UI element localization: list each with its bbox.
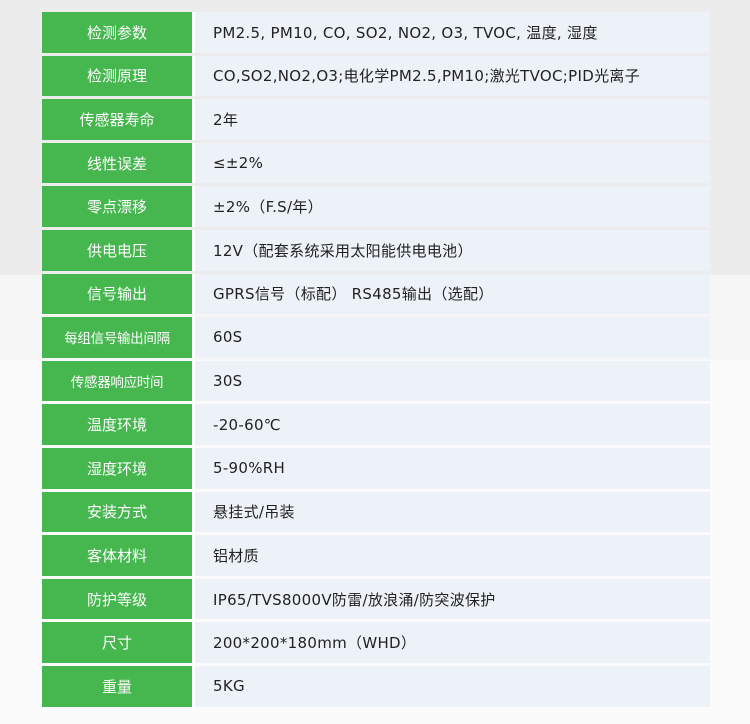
spec-row: 客体材料 铝材质 xyxy=(42,535,710,576)
spec-row: 防护等级 IP65/TVS8000V防雷/放浪涌/防突波保护 xyxy=(42,578,710,620)
spec-value: IP65/TVS8000V防雷/放浪涌/防突波保护 xyxy=(195,578,710,620)
spec-label: 检测原理 xyxy=(42,55,195,97)
spec-value: ≤±2% xyxy=(195,142,710,184)
spec-value: 铝材质 xyxy=(195,535,710,576)
spec-row: 供电电压 12V（配套系统采用太阳能供电电池） xyxy=(42,229,710,271)
spec-value: ±2%（F.S/年） xyxy=(195,186,710,227)
spec-label: 信号输出 xyxy=(42,273,195,315)
spec-value: 5-90%RH xyxy=(195,447,710,489)
spec-row: 零点漂移 ±2%（F.S/年） xyxy=(42,186,710,227)
spec-label: 线性误差 xyxy=(42,142,195,184)
spec-row: 检测原理 CO,SO2,NO2,O3;电化学PM2.5,PM10;激光TVOC;P… xyxy=(42,55,710,97)
spec-label: 检测参数 xyxy=(42,12,195,53)
spec-label: 防护等级 xyxy=(42,578,195,620)
spec-value: PM2.5, PM10, CO, SO2, NO2, O3, TVOC, 温度,… xyxy=(195,12,710,53)
spec-label: 客体材料 xyxy=(42,535,195,576)
spec-value: GPRS信号（标配） RS485输出（选配） xyxy=(195,273,710,315)
spec-row: 每组信号输出间隔 60S xyxy=(42,317,710,358)
spec-row: 重量 5KG xyxy=(42,665,710,707)
spec-label: 供电电压 xyxy=(42,229,195,271)
spec-label: 重量 xyxy=(42,665,195,707)
spec-label: 安装方式 xyxy=(42,491,195,533)
spec-value: 200*200*180mm（WHD） xyxy=(195,622,710,663)
spec-value: 60S xyxy=(195,317,710,358)
spec-row: 安装方式 悬挂式/吊装 xyxy=(42,491,710,533)
spec-row: 传感器寿命 2年 xyxy=(42,99,710,140)
spec-value: 悬挂式/吊装 xyxy=(195,491,710,533)
spec-row: 传感器响应时间 30S xyxy=(42,360,710,402)
spec-value: 30S xyxy=(195,360,710,402)
spec-label: 每组信号输出间隔 xyxy=(42,317,195,358)
spec-label: 湿度环境 xyxy=(42,447,195,489)
spec-value: 12V（配套系统采用太阳能供电电池） xyxy=(195,229,710,271)
spec-label: 传感器响应时间 xyxy=(42,360,195,402)
spec-label: 零点漂移 xyxy=(42,186,195,227)
spec-row: 线性误差 ≤±2% xyxy=(42,142,710,184)
spec-table: 检测参数 PM2.5, PM10, CO, SO2, NO2, O3, TVOC,… xyxy=(42,9,710,710)
spec-value: 5KG xyxy=(195,665,710,707)
spec-value: 2年 xyxy=(195,99,710,140)
spec-value: CO,SO2,NO2,O3;电化学PM2.5,PM10;激光TVOC;PID光离… xyxy=(195,55,710,97)
spec-label: 温度环境 xyxy=(42,404,195,445)
spec-label: 尺寸 xyxy=(42,622,195,663)
spec-row: 温度环境 -20-60℃ xyxy=(42,404,710,445)
spec-row: 尺寸 200*200*180mm（WHD） xyxy=(42,622,710,663)
spec-row: 信号输出 GPRS信号（标配） RS485输出（选配） xyxy=(42,273,710,315)
spec-row: 检测参数 PM2.5, PM10, CO, SO2, NO2, O3, TVOC,… xyxy=(42,12,710,53)
spec-row: 湿度环境 5-90%RH xyxy=(42,447,710,489)
spec-label: 传感器寿命 xyxy=(42,99,195,140)
spec-value: -20-60℃ xyxy=(195,404,710,445)
